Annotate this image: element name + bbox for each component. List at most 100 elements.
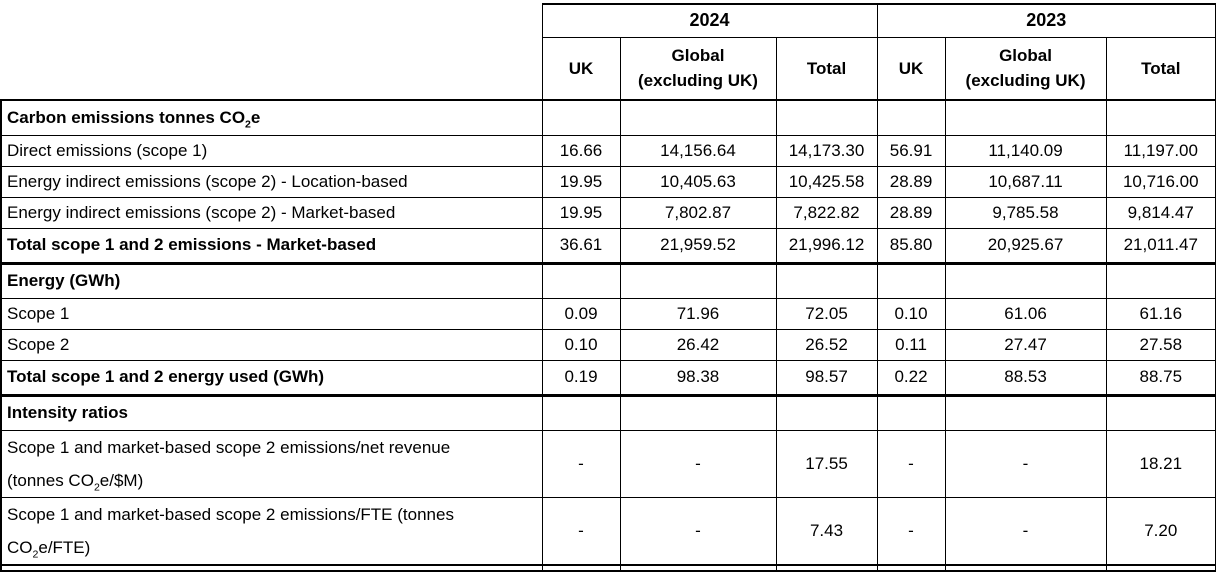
empty-cell [541, 394, 621, 431]
column-header-total: Total [1105, 36, 1216, 101]
empty-cell [0, 564, 543, 572]
row-label: Energy indirect emissions (scope 2) - Lo… [0, 165, 543, 198]
data-cell: 7,802.87 [619, 196, 777, 229]
data-cell: 11,140.09 [944, 134, 1107, 167]
data-cell: 36.61 [541, 227, 621, 265]
year-header-2023: 2023 [876, 3, 1216, 38]
data-cell: 28.89 [876, 196, 946, 229]
data-cell: 17.55 [775, 429, 878, 498]
data-cell: 9,785.58 [944, 196, 1107, 229]
empty-cell [775, 262, 878, 299]
data-cell: - [944, 429, 1107, 498]
data-cell: 88.75 [1105, 359, 1216, 397]
data-cell: 88.53 [944, 359, 1107, 397]
column-header-row: UK Global (excluding UK) Total UK Global… [1, 36, 1216, 101]
data-cell: 16.66 [541, 134, 621, 167]
column-header-global: Global (excluding UK) [619, 36, 777, 101]
data-cell: 0.10 [876, 297, 946, 330]
row-label: Scope 1 and market-based scope 2 emissio… [0, 496, 543, 566]
section-header-row: Energy (GWh) [0, 262, 1216, 299]
table-row: Scope 2 0.10 26.42 26.52 0.11 27.47 27.58 [0, 328, 1216, 361]
row-label: Scope 1 [0, 297, 543, 330]
empty-cell [619, 564, 777, 572]
row-label: Total scope 1 and 2 emissions - Market-b… [0, 227, 543, 265]
data-cell: - [541, 429, 621, 498]
empty-cell [876, 262, 946, 299]
data-cell: 10,716.00 [1105, 165, 1216, 198]
table-row: Scope 1 and market-based scope 2 emissio… [0, 496, 1216, 566]
year-header-row: 2024 2023 [1, 3, 1216, 38]
data-cell: 21,996.12 [775, 227, 878, 265]
data-cell: - [876, 429, 946, 498]
empty-cell [944, 262, 1107, 299]
table-bottom-strip [0, 564, 1216, 572]
data-cell: 26.42 [619, 328, 777, 361]
data-cell: 26.52 [775, 328, 878, 361]
data-cell: 27.47 [944, 328, 1107, 361]
corner-blank-cell [1, 37, 542, 100]
data-cell: 10,405.63 [619, 165, 777, 198]
empty-cell [944, 99, 1107, 136]
data-cell: 9,814.47 [1105, 196, 1216, 229]
table-row: Total scope 1 and 2 emissions - Market-b… [0, 227, 1216, 265]
data-cell: 14,156.64 [619, 134, 777, 167]
data-cell: 20,925.67 [944, 227, 1107, 265]
year-header-2024: 2024 [541, 3, 878, 38]
data-cell: - [619, 429, 777, 498]
table-row: Direct emissions (scope 1) 16.66 14,156.64… [0, 134, 1216, 167]
data-cell: 98.38 [619, 359, 777, 397]
data-cell: 0.22 [876, 359, 946, 397]
empty-cell [775, 99, 878, 136]
data-cell: 72.05 [775, 297, 878, 330]
table-row: Total scope 1 and 2 energy used (GWh) 0.1… [0, 359, 1216, 397]
row-label: Direct emissions (scope 1) [0, 134, 543, 167]
data-cell: 18.21 [1105, 429, 1216, 498]
column-header-global: Global (excluding UK) [944, 36, 1107, 101]
section-header-row: Carbon emissions tonnes CO2e [0, 99, 1216, 136]
table-row: Scope 1 0.09 71.96 72.05 0.10 61.06 61.16 [0, 297, 1216, 330]
empty-cell [619, 262, 777, 299]
data-cell: 28.89 [876, 165, 946, 198]
empty-cell [775, 394, 878, 431]
row-label: Total scope 1 and 2 energy used (GWh) [0, 359, 543, 397]
empty-cell [1105, 99, 1216, 136]
empty-cell [541, 564, 621, 572]
data-cell: 0.10 [541, 328, 621, 361]
data-cell: 98.57 [775, 359, 878, 397]
column-header-uk: UK [876, 36, 946, 101]
data-cell: 11,197.00 [1105, 134, 1216, 167]
row-label: Scope 1 and market-based scope 2 emissio… [0, 429, 543, 498]
data-cell: 21,959.52 [619, 227, 777, 265]
data-cell: 10,687.11 [944, 165, 1107, 198]
table-row: Energy indirect emissions (scope 2) - Lo… [0, 165, 1216, 198]
empty-cell [541, 99, 621, 136]
empty-cell [876, 564, 946, 572]
empty-cell [944, 564, 1107, 572]
table-row: Scope 1 and market-based scope 2 emissio… [0, 429, 1216, 498]
data-cell: 7,822.82 [775, 196, 878, 229]
row-label: Energy indirect emissions (scope 2) - Ma… [0, 196, 543, 229]
data-cell: 7.20 [1105, 496, 1216, 566]
section-title: Intensity ratios [0, 394, 543, 431]
data-cell: 0.09 [541, 297, 621, 330]
table-row: Energy indirect emissions (scope 2) - Ma… [0, 196, 1216, 229]
data-cell: 14,173.30 [775, 134, 878, 167]
data-cell: 56.91 [876, 134, 946, 167]
section-title: Energy (GWh) [0, 262, 543, 299]
empty-cell [876, 99, 946, 136]
empty-cell [1105, 262, 1216, 299]
empty-cell [619, 394, 777, 431]
empty-cell [1105, 394, 1216, 431]
empty-cell [541, 262, 621, 299]
data-cell: 10,425.58 [775, 165, 878, 198]
data-cell: 7.43 [775, 496, 878, 566]
data-cell: 61.16 [1105, 297, 1216, 330]
column-header-total: Total [775, 36, 878, 101]
empty-cell [944, 394, 1107, 431]
empty-cell [619, 99, 777, 136]
data-cell: 85.80 [876, 227, 946, 265]
column-header-uk: UK [541, 36, 621, 101]
section-title: Carbon emissions tonnes CO2e [0, 99, 543, 136]
data-cell: 0.11 [876, 328, 946, 361]
empty-cell [1105, 564, 1216, 572]
